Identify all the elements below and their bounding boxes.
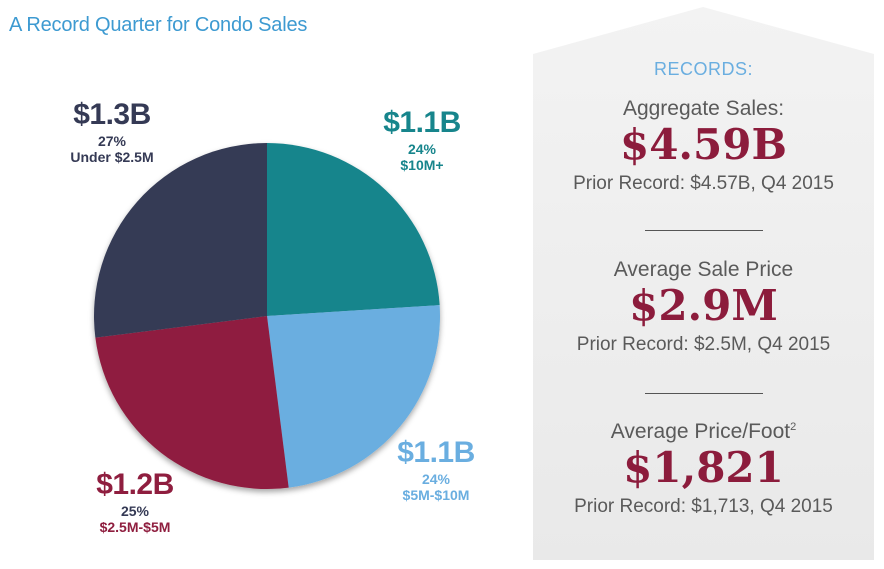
slice-percent: 24% <box>407 140 437 157</box>
slice-label-5m-10m: $1.1B 24% $5M-$10M <box>384 436 488 503</box>
slice-percent: 25% <box>120 502 150 519</box>
slice-range: Under $2.5M <box>70 148 154 165</box>
record-value: $4.59B <box>619 120 787 169</box>
record-label-superscript: 2 <box>790 421 797 433</box>
divider <box>645 393 763 394</box>
slice-amount: $1.1B <box>397 436 475 469</box>
chart-title: A Record Quarter for Condo Sales <box>9 14 308 36</box>
record-prior: Prior Record: $1,713, Q4 2015 <box>574 496 833 518</box>
slice-range: $5M-$10M <box>402 486 470 503</box>
record-prior: Prior Record: $2.5M, Q4 2015 <box>576 334 831 356</box>
record-average-price-per-foot: Average Price/Foot2 $1,821 Prior Record:… <box>533 420 874 518</box>
record-label-text: Average Price/Foot <box>610 420 791 443</box>
slice-percent: 27% <box>97 132 127 149</box>
slice-label-2-5m-5m: $1.2B 25% $2.5M-$5M <box>80 468 190 535</box>
slice-amount: $1.3B <box>73 98 151 131</box>
divider <box>645 230 763 231</box>
slice-percent: 24% <box>421 470 451 487</box>
records-panel-background <box>533 7 874 560</box>
record-label: Average Price/Foot2 <box>533 420 874 444</box>
record-prior: Prior Record: $4.57B, Q4 2015 <box>573 173 834 195</box>
record-label: Aggregate Sales: <box>622 97 785 120</box>
pie-slice <box>267 305 440 488</box>
records-heading: RECORDS: <box>653 59 753 79</box>
slice-label-under-2-5m: $1.3B 27% Under $2.5M <box>52 98 172 165</box>
pie-slice <box>267 143 440 316</box>
records-panel: RECORDS: Aggregate Sales: $4.59B Prior R… <box>533 7 874 560</box>
slice-range: $10M+ <box>400 156 444 173</box>
slice-amount: $1.2B <box>96 468 174 501</box>
pie-slice <box>95 316 289 489</box>
slice-amount: $1.1B <box>383 106 461 139</box>
pie-slice <box>93 143 267 338</box>
record-aggregate-sales: Aggregate Sales: $4.59B Prior Record: $4… <box>533 97 874 195</box>
record-value: $2.9M <box>629 281 778 330</box>
record-average-sale-price: Average Sale Price $2.9M Prior Record: $… <box>533 258 874 356</box>
pie-chart <box>93 143 440 489</box>
record-label: Average Sale Price <box>613 258 794 281</box>
record-value: $1,821 <box>623 443 784 492</box>
slice-label-10m-plus: $1.1B 24% $10M+ <box>372 106 472 173</box>
slice-range: $2.5M-$5M <box>99 518 171 535</box>
